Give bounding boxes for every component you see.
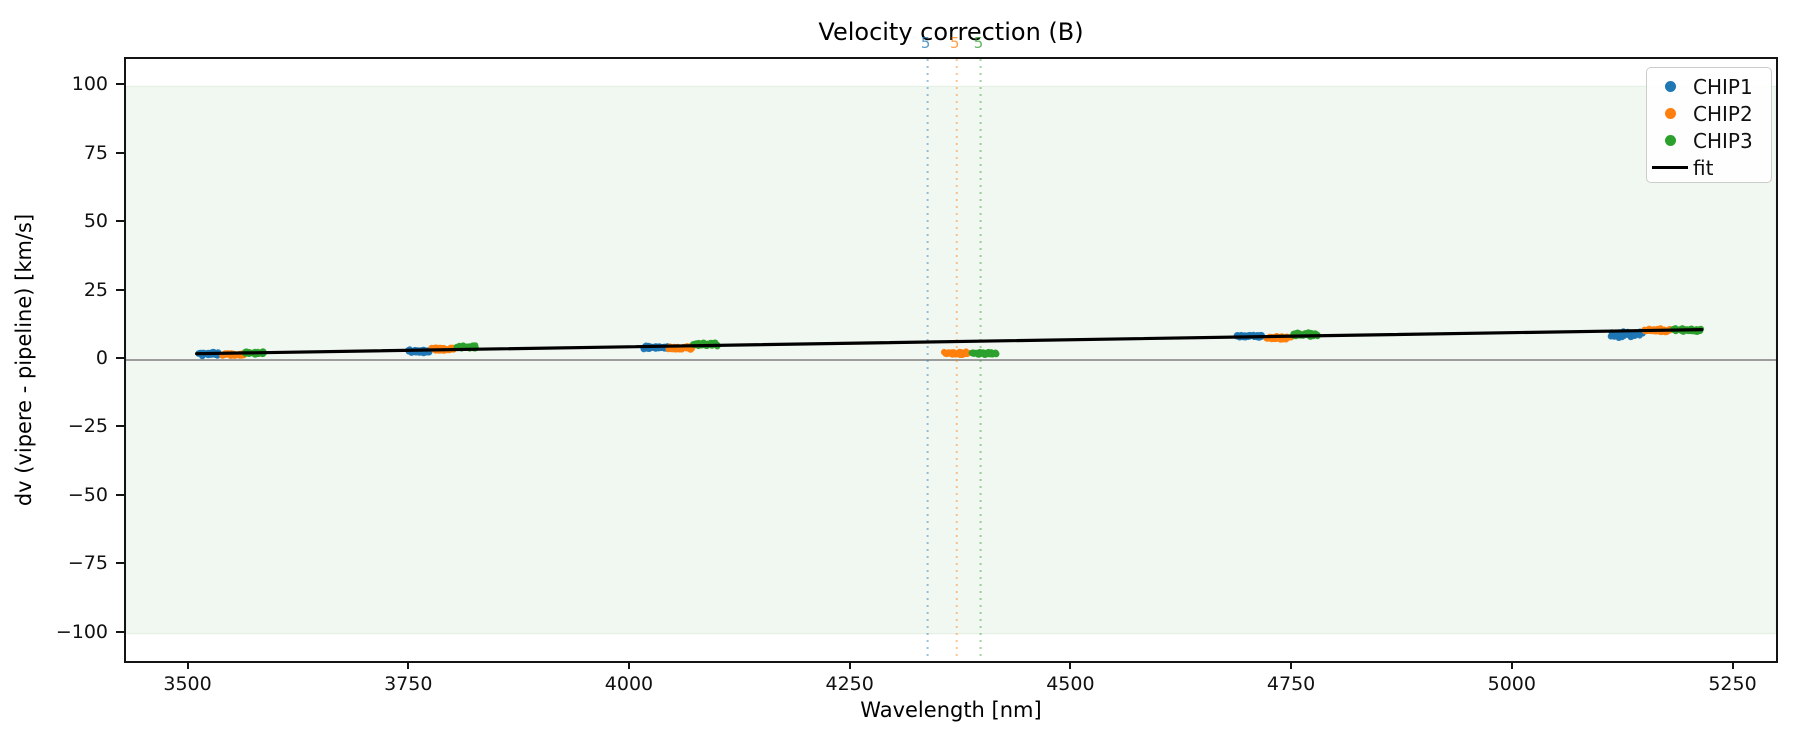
x-axis-label: Wavelength [nm] [860,698,1042,722]
x-tick-mark [1069,661,1072,669]
dot-marker [1664,81,1676,92]
y-tick-label: 50 [83,210,108,233]
legend-dot-icon [1647,81,1693,92]
dot-marker [1664,108,1676,119]
x-tick-mark [848,661,851,669]
x-tick-label: 4750 [1266,673,1316,695]
x-tick-label: 5250 [1708,673,1757,695]
legend-label: CHIP1 [1693,74,1753,99]
scatter-point-chip1 [1608,332,1616,339]
x-tick-mark [1290,661,1293,669]
fit-line [195,328,1704,356]
scatter-point-chip1 [1621,331,1628,338]
y-tick-mark [116,562,124,565]
plot-area [124,57,1778,663]
legend-entry-chip3: CHIP3 [1647,127,1771,154]
y-tick-mark [116,357,124,359]
x-tick-label: 4250 [825,673,874,695]
x-tick-label: 5000 [1487,673,1536,695]
x-tick-label: 4500 [1046,673,1095,695]
legend-entry-chip2: CHIP2 [1647,100,1771,127]
y-tick-label: −50 [67,483,108,506]
scatter-point-chip1 [1631,332,1639,339]
x-tick-mark [627,661,630,669]
scatter-chart [126,59,1776,661]
x-tick-label: 3500 [163,673,212,695]
x-tick-mark [407,661,410,669]
y-tick-label: 75 [83,141,108,164]
scatter-point-chip2 [962,350,970,357]
dot-marker [1664,135,1676,146]
legend-label: CHIP2 [1693,101,1753,126]
y-tick-mark [116,288,124,291]
legend-entry-fit: fit [1647,154,1771,181]
y-tick-label: −25 [67,415,108,438]
legend-entry-chip1: CHIP1 [1647,73,1771,100]
legend-dot-icon [1647,108,1693,119]
order-marker-label: 5 [920,34,931,52]
y-tick-label: −75 [67,552,108,575]
order-marker-label: 5 [973,34,984,52]
scatter-point-chip3 [971,349,979,357]
legend-line-icon [1647,166,1693,169]
x-tick-label: 4000 [604,673,654,695]
x-tick-mark [1510,661,1513,669]
y-tick-mark [116,220,124,223]
legend-label: fit [1693,155,1714,180]
scatter-point-chip2 [952,351,959,358]
y-tick-mark [116,630,124,633]
line-marker [1652,166,1688,169]
legend: CHIP1 CHIP2 CHIP3 fit [1646,67,1772,183]
x-tick-mark [1731,661,1734,669]
y-tick-label: 100 [71,73,108,96]
chart-title: Velocity correction (B) [818,18,1084,46]
y-tick-mark [116,425,124,428]
y-tick-label: −100 [55,620,108,643]
x-tick-label: 3750 [384,673,433,695]
legend-label: CHIP3 [1693,128,1753,153]
y-tick-mark [116,151,124,154]
scatter-point-chip2 [943,350,950,357]
legend-dot-icon [1647,135,1693,146]
order-marker-label: 5 [949,34,960,52]
y-tick-mark [116,83,124,86]
y-tick-label: 0 [95,347,108,369]
x-tick-mark [186,661,189,669]
scatter-point-chip3 [985,350,993,358]
y-tick-mark [116,493,124,496]
y-tick-label: 25 [83,278,108,301]
